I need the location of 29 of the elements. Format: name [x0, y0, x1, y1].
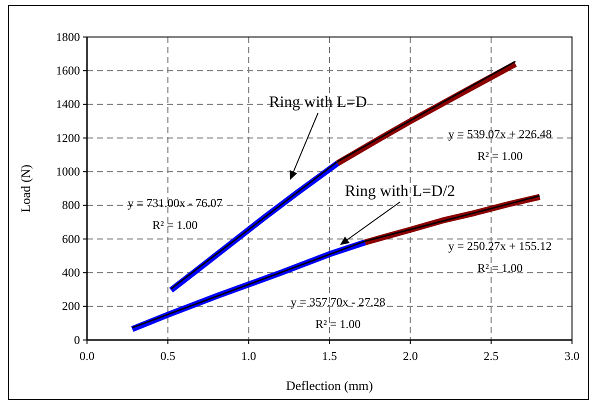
annotation: y = 731.00x - 76.07 [128, 196, 222, 210]
annotation: y = 357.70x - 27.28 [290, 295, 386, 309]
y-axis-title: Load (N) [18, 164, 33, 213]
y-tick-label: 1800 [56, 30, 80, 44]
x-tick-label: 0.5 [160, 349, 176, 364]
y-tick-label: 1200 [56, 130, 80, 145]
x-tick-label: 2.5 [484, 349, 499, 364]
x-tick-label: 1.5 [322, 349, 337, 364]
annotation: y = 539.07x + 226.48 [448, 127, 552, 141]
y-tick-label: 1400 [56, 97, 80, 112]
annotation: R² = 1.00 [315, 317, 361, 331]
annotation: Ring with L=D/2 [344, 183, 456, 200]
y-tick-label: 800 [62, 198, 80, 212]
x-axis-title: Deflection (mm) [286, 378, 373, 393]
y-tick-label: 600 [62, 232, 80, 246]
y-tick-label: 1600 [56, 64, 80, 78]
annotation: Ring with L=D [269, 94, 367, 111]
x-tick-label: 0.0 [80, 349, 94, 364]
y-tick-label: 200 [62, 299, 80, 314]
y-tick-label: 0 [74, 332, 80, 347]
annotation: R² = 1.00 [152, 218, 198, 232]
x-tick-label: 2.0 [402, 349, 418, 364]
annotation: R² = 1.00 [477, 261, 523, 275]
annotation: R² = 1.00 [477, 149, 523, 163]
annotation: y = 250.27x + 155.12 [448, 239, 552, 253]
x-tick-label: 3.0 [564, 349, 580, 364]
y-tick-label: 400 [62, 266, 80, 280]
y-tick-label: 1000 [56, 164, 80, 179]
x-tick-label: 1.0 [241, 349, 256, 364]
